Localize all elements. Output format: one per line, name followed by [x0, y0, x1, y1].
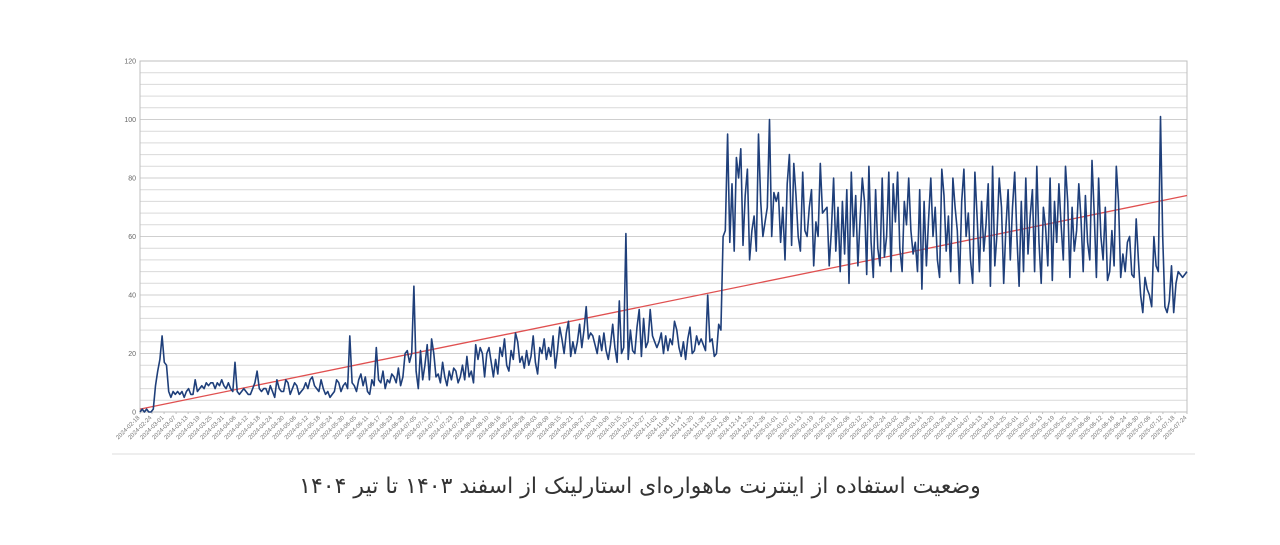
trend-line — [139, 194, 1188, 410]
y-axis: 0 20 40 60 80 100 120 — [124, 59, 136, 417]
svg-text:100: 100 — [124, 117, 136, 124]
svg-text:0: 0 — [132, 410, 136, 417]
svg-text:20: 20 — [128, 351, 136, 358]
svg-text:60: 60 — [128, 234, 136, 241]
x-axis: 2024-02-182024-02-242024-03-012024-03-07… — [115, 412, 1189, 441]
svg-text:40: 40 — [128, 293, 136, 300]
usage-series-line — [139, 115, 1188, 413]
svg-text:120: 120 — [124, 59, 136, 66]
svg-text:80: 80 — [128, 176, 136, 183]
chart-caption: وضعیت استفاده از اینترنت ماهواره‌ای استا… — [299, 474, 981, 499]
gridlines — [139, 60, 1188, 413]
